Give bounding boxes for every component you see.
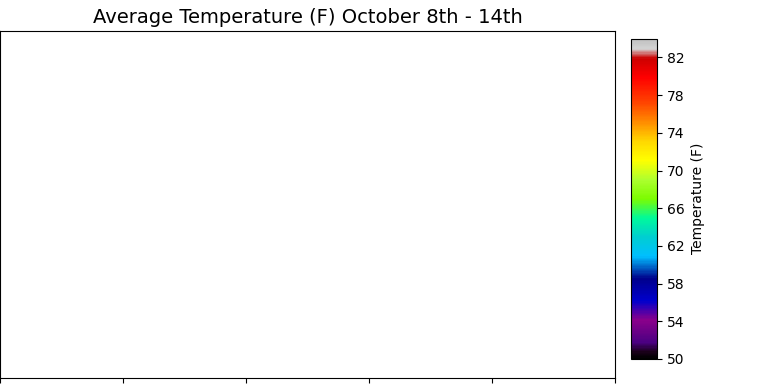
- Title: Average Temperature (F) October 8th - 14th: Average Temperature (F) October 8th - 14…: [93, 8, 522, 27]
- Y-axis label: Temperature (F): Temperature (F): [691, 143, 704, 254]
